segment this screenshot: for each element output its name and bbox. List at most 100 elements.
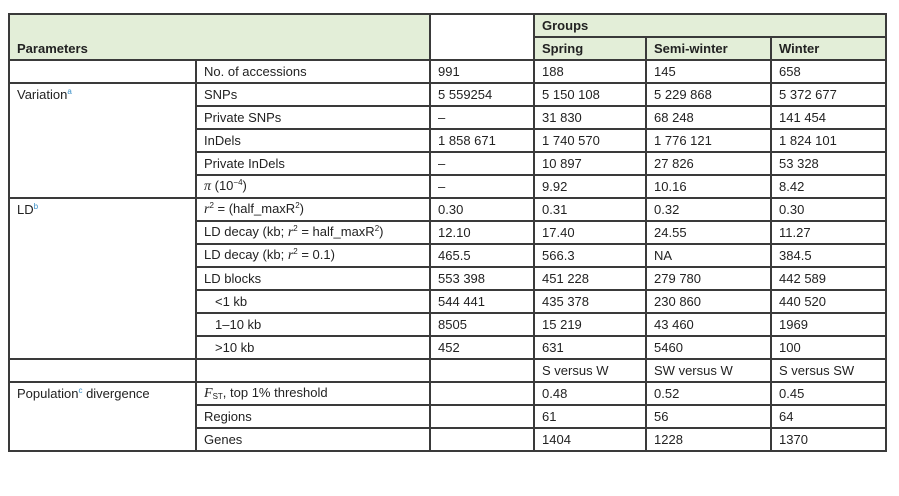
- param-text: = (half_maxR: [213, 201, 296, 216]
- group-label: divergence: [82, 386, 150, 401]
- value-cell: –: [429, 105, 536, 130]
- value-cell: 1 740 570: [533, 128, 648, 153]
- value-cell: 5 559254: [429, 82, 536, 107]
- table-row: π (10−4) – 9.92 10.16 8.42: [9, 174, 888, 199]
- value-cell: 0.31: [533, 197, 648, 222]
- value-cell: [429, 381, 536, 406]
- value-cell: 24.55: [645, 220, 773, 245]
- param-text: LD decay (kb;: [204, 247, 288, 262]
- header-winter: Winter: [770, 36, 888, 61]
- param-text: ): [379, 224, 384, 239]
- param-cell: No. of accessions: [194, 59, 432, 84]
- param-cell: Regions: [194, 404, 432, 429]
- param-cell: FST, top 1% threshold: [194, 381, 432, 406]
- param-text: ): [242, 178, 247, 193]
- value-cell: 10 897: [533, 151, 648, 176]
- value-cell: S versus W: [533, 358, 648, 383]
- value-cell: [429, 358, 536, 383]
- value-cell: 1 776 121: [645, 128, 773, 153]
- value-cell: 1969: [770, 312, 888, 337]
- value-cell: SW versus W: [645, 358, 773, 383]
- value-cell: –: [429, 174, 536, 199]
- table-row: No. of accessions 991 188 145 658: [8, 59, 888, 84]
- header-blank: [429, 13, 536, 61]
- footnote-marker[interactable]: a: [67, 87, 72, 96]
- subscript: ST: [212, 392, 223, 401]
- group-empty: [8, 358, 197, 383]
- table-row: <1 kb 544 441 435 378 230 860 440 520: [9, 289, 888, 314]
- param-cell: Private InDels: [194, 151, 432, 176]
- header-row-columns: Spring Semi-winter Winter: [9, 36, 888, 61]
- table-row: Private InDels – 10 897 27 826 53 328: [9, 151, 888, 176]
- value-cell: 9.92: [533, 174, 648, 199]
- footnote-marker[interactable]: c: [78, 386, 83, 395]
- value-cell: 0.30: [770, 197, 888, 222]
- value-cell: 544 441: [429, 289, 536, 314]
- table-row: S versus W SW versus W S versus SW: [8, 358, 888, 383]
- value-cell: 230 860: [645, 289, 773, 314]
- table-row: InDels 1 858 671 1 740 570 1 776 121 1 8…: [9, 128, 888, 153]
- param-cell: LD blocks: [194, 266, 432, 291]
- table-row: LDb r2 = (half_maxR2) 0.30 0.31 0.32 0.3…: [8, 197, 888, 360]
- value-cell: 0.30: [429, 197, 536, 222]
- value-cell: 68 248: [645, 105, 773, 130]
- param-cell: π (10−4): [194, 174, 432, 199]
- value-cell: 10.16: [645, 174, 773, 199]
- value-cell: 17.40: [533, 220, 648, 245]
- header-parameters: Parameters: [7, 13, 432, 61]
- value-cell: 1 858 671: [429, 128, 536, 153]
- table-row: Variationa SNPs 5 559254 5 150 108 5 229…: [8, 82, 888, 199]
- param-cell: Private SNPs: [194, 105, 432, 130]
- value-cell: 15 219: [533, 312, 648, 337]
- symbol: r: [204, 202, 210, 217]
- value-cell: 440 520: [770, 289, 888, 314]
- param-cell: LD decay (kb; r2 = 0.1): [194, 243, 432, 268]
- value-cell: 100: [770, 335, 888, 360]
- param-text: = half_maxR: [297, 224, 375, 239]
- value-cell: 384.5: [770, 243, 888, 268]
- value-cell: 566.3: [533, 243, 648, 268]
- value-cell: 0.45: [770, 381, 888, 406]
- footnote-marker[interactable]: b: [33, 202, 39, 211]
- table-row: LD decay (kb; r2 = half_maxR2) 12.10 17.…: [9, 220, 888, 245]
- value-cell: [429, 427, 536, 452]
- value-cell: 8505: [429, 312, 536, 337]
- value-cell: 451 228: [533, 266, 648, 291]
- value-cell: 141 454: [770, 105, 888, 130]
- table-row: Private SNPs – 31 830 68 248 141 454: [9, 105, 888, 130]
- group-population: Populationc divergence: [8, 381, 197, 452]
- param-cell: InDels: [194, 128, 432, 153]
- param-cell: SNPs: [194, 82, 432, 107]
- value-cell: S versus SW: [770, 358, 888, 383]
- value-cell: 53 328: [770, 151, 888, 176]
- symbol: F: [204, 386, 213, 401]
- value-cell: 56: [645, 404, 773, 429]
- value-cell: NA: [645, 243, 773, 268]
- param-text: (10: [211, 178, 234, 193]
- header-semi-winter: Semi-winter: [645, 36, 773, 61]
- group-label: LD: [17, 202, 34, 217]
- value-cell: 0.48: [533, 381, 648, 406]
- value-cell: 5 229 868: [645, 82, 773, 107]
- group-label: Population: [17, 386, 79, 401]
- value-cell: 64: [770, 404, 888, 429]
- table-row: >10 kb 452 631 5460 100: [9, 335, 888, 360]
- table-row: LD decay (kb; r2 = 0.1) 465.5 566.3 NA 3…: [9, 243, 888, 268]
- superscript: 2: [295, 201, 300, 210]
- value-cell: 12.10: [429, 220, 536, 245]
- value-cell: 27 826: [645, 151, 773, 176]
- value-cell: 1228: [645, 427, 773, 452]
- value-cell: 553 398: [429, 266, 536, 291]
- value-cell: 465.5: [429, 243, 536, 268]
- value-cell: 435 378: [533, 289, 648, 314]
- value-cell: 991: [429, 59, 536, 84]
- table-row: 1–10 kb 8505 15 219 43 460 1969: [9, 312, 888, 337]
- table-row: Populationc divergence FST, top 1% thres…: [8, 381, 888, 452]
- param-text: = 0.1): [297, 247, 335, 262]
- value-cell: 8.42: [770, 174, 888, 199]
- header-groups: Groups: [533, 13, 888, 38]
- superscript: 2: [293, 247, 298, 256]
- param-cell: <1 kb: [194, 289, 432, 314]
- value-cell: 631: [533, 335, 648, 360]
- data-table: Parameters Groups Spring Semi-winter Win…: [7, 13, 888, 452]
